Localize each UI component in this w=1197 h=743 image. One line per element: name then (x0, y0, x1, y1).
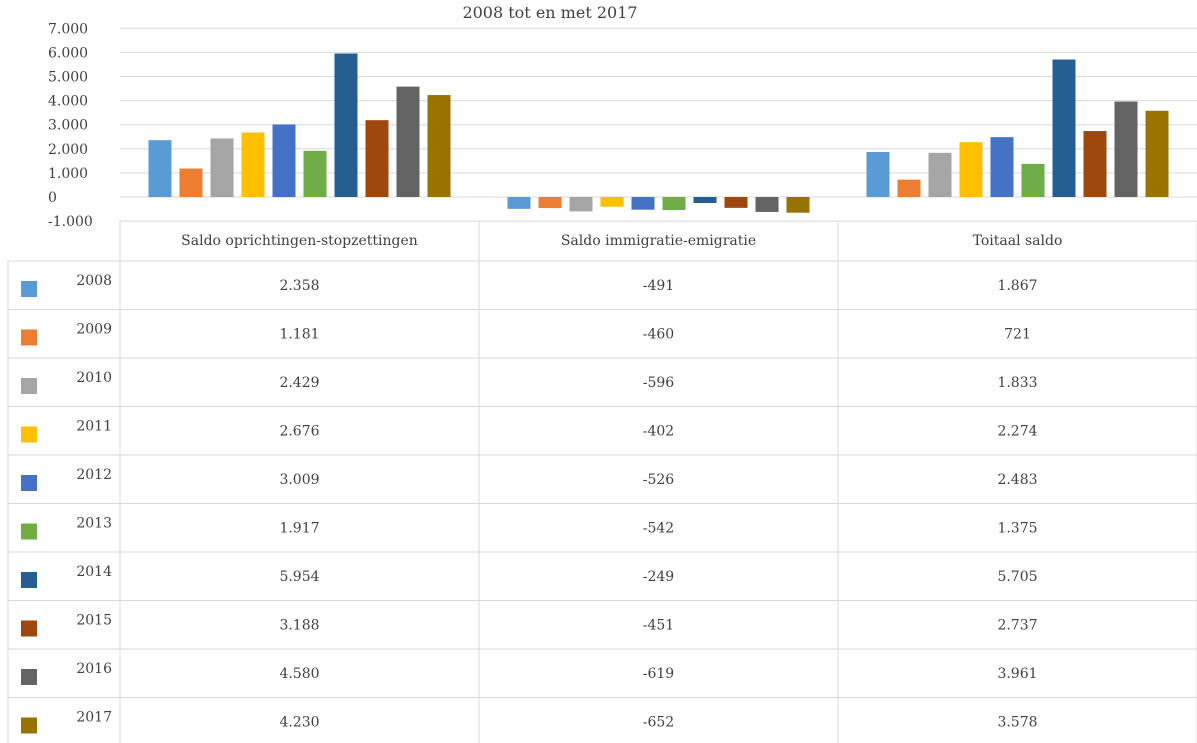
bar-2009-1 (538, 197, 562, 209)
data-label: 2.358 (279, 278, 319, 294)
bar-2013-1 (662, 197, 686, 211)
bar-2016-0 (396, 86, 420, 197)
bar-2009-0 (179, 168, 203, 197)
data-label: 1.181 (279, 327, 319, 343)
legend-label: 2009 (76, 322, 112, 338)
legend-label: 2008 (76, 273, 112, 289)
data-label: 3.188 (279, 618, 319, 634)
category-label: Saldo oprichtingen-stopzettingen (181, 233, 418, 249)
data-label: 1.867 (997, 278, 1037, 294)
data-label: -526 (643, 472, 675, 488)
bar-2008-2 (866, 152, 890, 197)
data-label: -249 (643, 569, 674, 585)
legend-label: 2011 (76, 419, 112, 435)
legend-label: 2012 (76, 467, 112, 483)
y-tick-label: -1.000 (48, 214, 93, 230)
y-tick-label: 2.000 (48, 142, 88, 158)
bar-2014-0 (334, 53, 358, 197)
legend-swatch-2009 (21, 329, 37, 346)
legend-label: 2010 (76, 370, 112, 386)
legend-swatch-2013 (21, 523, 37, 540)
bars (148, 53, 1169, 213)
category-label: Saldo immigratie-emigratie (561, 233, 756, 249)
bar-2013-2 (1021, 163, 1045, 197)
data-label: 3.009 (279, 472, 319, 488)
bar-2010-0 (210, 138, 234, 197)
gridlines (120, 27, 1197, 222)
y-tick-label: 5.000 (48, 70, 88, 86)
data-label: -460 (643, 327, 674, 343)
bar-2017-2 (1145, 110, 1169, 197)
data-label: 3.961 (997, 666, 1037, 682)
bar-2011-0 (241, 132, 265, 197)
chart-title: 2008 tot en met 2017 (462, 3, 637, 22)
y-tick-label: 4.000 (48, 94, 88, 110)
data-label: 1.917 (279, 521, 319, 537)
data-label: 1.375 (997, 521, 1037, 537)
bar-2017-0 (427, 95, 451, 197)
legend-swatch-2017 (21, 717, 37, 734)
data-label: -491 (643, 278, 674, 294)
data-label: 3.578 (997, 715, 1037, 731)
data-label: 2.274 (997, 424, 1037, 440)
bar-2011-2 (959, 142, 983, 197)
data-label: -596 (643, 375, 675, 391)
data-label: -451 (643, 618, 674, 634)
data-label: 2.737 (997, 618, 1037, 634)
y-tick-label: 0 (48, 190, 57, 206)
y-tick-label: 3.000 (48, 118, 88, 134)
bar-2012-0 (272, 124, 296, 197)
category-label: Toitaal saldo (973, 233, 1063, 249)
bar-2008-0 (148, 140, 172, 197)
legend-swatch-2011 (21, 426, 37, 443)
legend-swatch-2014 (21, 572, 37, 588)
data-label: 2.483 (997, 472, 1037, 488)
legend-swatch-2008 (21, 281, 37, 297)
y-axis: -1.000 0 1.000 2.000 3.000 4.000 5.000 6.000 7.0… (48, 21, 93, 230)
legend-swatch-2016 (21, 669, 37, 685)
bar-2015-2 (1083, 131, 1107, 197)
legend-label: 2015 (76, 613, 112, 629)
bar-2015-0 (365, 120, 389, 197)
bar-2010-1 (569, 197, 593, 212)
bar-2009-2 (897, 179, 921, 197)
bar-2008-1 (507, 197, 531, 209)
legend-label: 2013 (76, 516, 112, 532)
bar-2014-2 (1052, 59, 1076, 198)
bar-2015-1 (724, 197, 748, 208)
legend-swatch-2012 (21, 475, 37, 491)
y-tick-label: 1.000 (48, 166, 88, 182)
data-label: 2.676 (279, 424, 319, 440)
legend-swatch-2015 (21, 620, 37, 637)
data-label: -402 (643, 424, 674, 440)
data-label: 1.833 (997, 375, 1037, 391)
bar-2016-2 (1114, 101, 1138, 197)
legend-label: 2014 (76, 564, 112, 580)
bar-2016-1 (755, 197, 779, 212)
bar-2011-1 (600, 197, 624, 207)
data-label: -619 (643, 666, 674, 682)
legend-label: 2017 (76, 710, 112, 726)
legend-label: 2016 (76, 661, 112, 677)
legend-swatch-2010 (21, 378, 37, 394)
data-label: 5.954 (279, 569, 319, 585)
data-table: Saldo oprichtingen-stopzettingen Saldo im… (7, 220, 1197, 743)
data-label: -542 (643, 521, 674, 537)
bar-2010-2 (928, 152, 952, 197)
bar-2012-2 (990, 137, 1014, 197)
bar-2013-0 (303, 150, 327, 197)
data-label: 4.580 (279, 666, 319, 682)
data-label: -652 (643, 715, 674, 731)
bar-2014-1 (693, 197, 717, 204)
bar-2017-1 (786, 197, 810, 213)
bar-2012-1 (631, 197, 655, 210)
data-label: 4.230 (279, 715, 319, 731)
y-tick-label: 6.000 (48, 45, 88, 61)
data-label: 5.705 (997, 569, 1037, 585)
data-label: 2.429 (279, 375, 319, 391)
data-label: 721 (1004, 327, 1031, 343)
y-tick-label: 7.000 (48, 21, 88, 37)
